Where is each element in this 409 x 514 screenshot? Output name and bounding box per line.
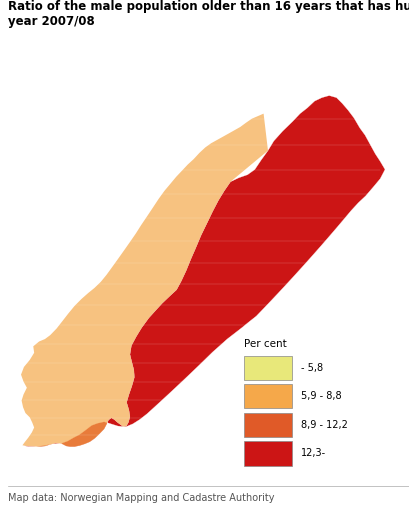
Bar <box>244 384 291 409</box>
Text: 8,9 - 12,2: 8,9 - 12,2 <box>301 420 348 430</box>
Text: 12,3-: 12,3- <box>301 449 326 458</box>
Text: Map data: Norwegian Mapping and Cadastre Authority: Map data: Norwegian Mapping and Cadastre… <box>8 492 274 503</box>
Polygon shape <box>21 114 267 447</box>
Text: Per cent: Per cent <box>244 339 286 349</box>
Text: Ratio of the male population older than 16 years that has hunted in the hunting
: Ratio of the male population older than … <box>8 0 409 28</box>
Polygon shape <box>22 96 384 447</box>
Bar <box>244 356 291 380</box>
Bar <box>244 442 291 466</box>
Text: - 5,8: - 5,8 <box>301 363 323 373</box>
Bar <box>244 413 291 437</box>
Text: 5,9 - 8,8: 5,9 - 8,8 <box>301 391 341 401</box>
